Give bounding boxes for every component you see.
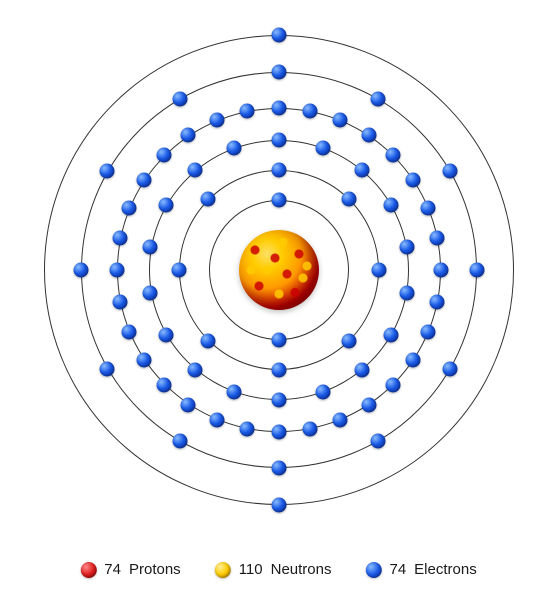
proton-icon <box>80 562 96 578</box>
electron <box>227 385 242 400</box>
electron <box>421 201 436 216</box>
atom-diagram <box>29 20 529 520</box>
legend-electron-label: Electrons <box>414 561 477 578</box>
electron <box>187 163 202 178</box>
legend-neutron-count: 110 <box>239 561 263 578</box>
electron <box>239 104 254 119</box>
electron <box>143 285 158 300</box>
electron <box>172 434 187 449</box>
electron <box>370 434 385 449</box>
electron <box>315 385 330 400</box>
electron <box>143 240 158 255</box>
legend-item-protons: 74 Protons <box>80 561 180 578</box>
electron <box>315 140 330 155</box>
nucleus-texture <box>239 230 319 310</box>
nucleus <box>239 230 319 310</box>
electron <box>271 425 286 440</box>
electron <box>100 362 115 377</box>
electron <box>121 201 136 216</box>
electron <box>271 28 286 43</box>
legend-item-neutrons: 110 Neutrons <box>215 561 332 578</box>
electron <box>342 192 357 207</box>
neutron-icon <box>215 562 231 578</box>
electron <box>399 285 414 300</box>
electron <box>333 412 348 427</box>
electron <box>200 192 215 207</box>
electron <box>209 412 224 427</box>
legend-proton-count: 74 <box>104 561 121 578</box>
electron <box>442 164 457 179</box>
electron <box>355 362 370 377</box>
electron <box>406 353 421 368</box>
electron <box>209 113 224 128</box>
electron <box>121 324 136 339</box>
electron <box>171 263 186 278</box>
electron <box>361 128 376 143</box>
electron <box>227 140 242 155</box>
electron <box>342 333 357 348</box>
legend-item-electrons: 74 Electrons <box>365 561 476 578</box>
electron <box>271 193 286 208</box>
electron <box>371 263 386 278</box>
electron <box>271 163 286 178</box>
electron <box>430 294 445 309</box>
electron <box>271 133 286 148</box>
electron <box>156 148 171 163</box>
electron <box>158 198 173 213</box>
legend-neutron-label: Neutrons <box>271 561 332 578</box>
electron <box>187 362 202 377</box>
legend-proton-label: Protons <box>129 561 181 578</box>
electron <box>271 498 286 513</box>
electron <box>271 101 286 116</box>
electron <box>271 393 286 408</box>
electron <box>109 263 124 278</box>
electron <box>271 461 286 476</box>
electron <box>172 91 187 106</box>
electron <box>430 231 445 246</box>
electron <box>384 198 399 213</box>
legend: 74 Protons 110 Neutrons 74 Electrons <box>80 561 476 578</box>
electron <box>73 263 88 278</box>
electron <box>303 421 318 436</box>
electron <box>271 363 286 378</box>
electron-icon <box>365 562 381 578</box>
electron <box>303 104 318 119</box>
electron <box>406 172 421 187</box>
electron <box>271 65 286 80</box>
electron <box>386 377 401 392</box>
legend-electron-count: 74 <box>389 561 406 578</box>
electron <box>433 263 448 278</box>
electron <box>200 333 215 348</box>
electron <box>399 240 414 255</box>
electron <box>271 333 286 348</box>
electron <box>181 128 196 143</box>
electron <box>386 148 401 163</box>
electron <box>136 353 151 368</box>
electron <box>370 91 385 106</box>
electron <box>112 294 127 309</box>
electron <box>469 263 484 278</box>
electron <box>136 172 151 187</box>
electron <box>181 397 196 412</box>
electron <box>239 421 254 436</box>
electron <box>421 324 436 339</box>
electron <box>355 163 370 178</box>
electron <box>112 231 127 246</box>
electron <box>156 377 171 392</box>
electron <box>158 328 173 343</box>
electron <box>442 362 457 377</box>
electron <box>100 164 115 179</box>
electron <box>333 113 348 128</box>
electron <box>384 328 399 343</box>
electron <box>361 397 376 412</box>
